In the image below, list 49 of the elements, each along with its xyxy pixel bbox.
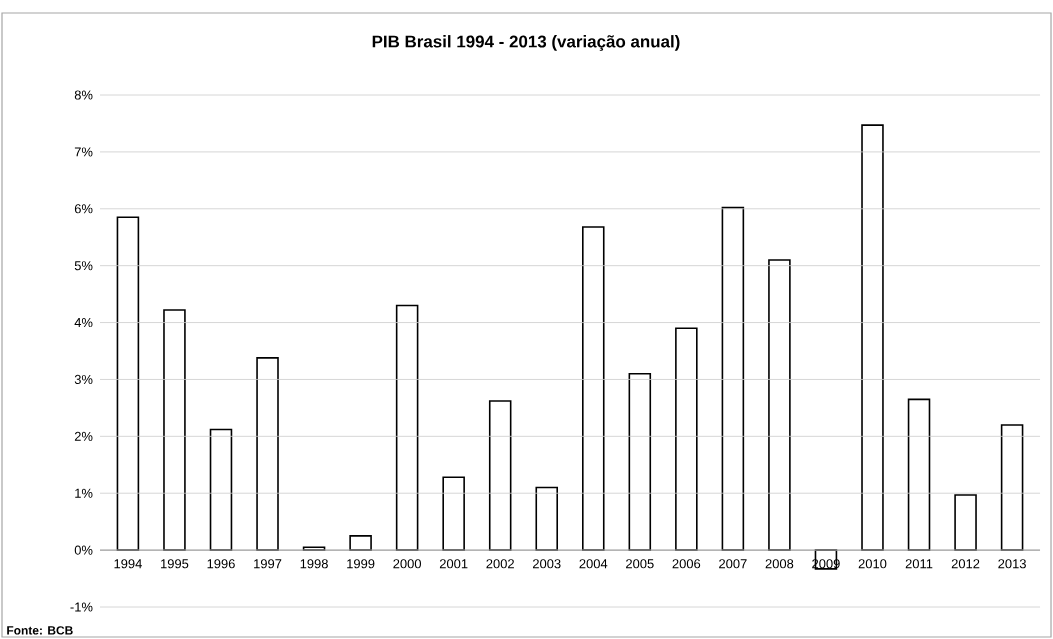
x-tick-label: 1996 — [207, 559, 235, 569]
y-tick-label: 2% — [74, 431, 93, 441]
bar — [442, 476, 465, 551]
y-tick-label: 0% — [74, 545, 93, 555]
x-tick-label: 2002 — [486, 559, 514, 569]
bar — [1000, 424, 1024, 551]
bar — [349, 535, 372, 551]
x-tick-label: 2008 — [765, 559, 794, 569]
y-tick-label: -1% — [70, 602, 93, 612]
x-tick-label: 1994 — [114, 559, 142, 569]
y-tick-label: 5% — [74, 261, 93, 271]
bar — [209, 428, 233, 551]
bar — [861, 124, 884, 551]
bar — [582, 226, 605, 551]
x-tick-label: 2000 — [393, 559, 422, 569]
x-tick-label: 2013 — [998, 559, 1026, 569]
y-tick-label: 7% — [74, 147, 93, 157]
bar — [907, 398, 931, 551]
x-tick-label: 2004 — [579, 559, 608, 569]
bar — [628, 372, 652, 551]
y-tick-label: 6% — [74, 204, 93, 214]
bar — [488, 400, 512, 551]
bar — [395, 304, 419, 551]
x-tick-label: 1997 — [254, 559, 282, 569]
y-tick-label: 8% — [74, 90, 93, 100]
x-tick-label: 2012 — [951, 559, 980, 569]
x-tick-label: 2005 — [626, 559, 654, 569]
y-tick-label: 3% — [74, 374, 93, 385]
x-tick-label: 1999 — [347, 559, 375, 569]
x-tick-label: 1998 — [300, 559, 328, 569]
bar — [768, 259, 791, 551]
x-tick-label: 2003 — [532, 559, 561, 569]
x-tick-label: 2010 — [858, 559, 887, 569]
y-tick-label: 4% — [74, 318, 93, 328]
bar — [163, 309, 186, 551]
x-tick-label: 2001 — [439, 559, 468, 569]
bar — [721, 206, 745, 551]
x-tick-label: 2007 — [719, 559, 747, 569]
x-tick-label: 2011 — [905, 559, 933, 569]
bar — [675, 327, 698, 551]
bar — [116, 216, 140, 551]
bar — [954, 494, 977, 551]
y-tick-label: 1% — [75, 488, 93, 498]
chart-title: PIB Brasil 1994 - 2013 (variação anual) — [372, 35, 680, 51]
bar — [535, 486, 559, 551]
source-note: Fonte: BCB — [7, 626, 73, 635]
x-tick-label: 1995 — [161, 559, 189, 569]
x-tick-label: 2006 — [672, 559, 701, 569]
bar — [256, 357, 279, 551]
